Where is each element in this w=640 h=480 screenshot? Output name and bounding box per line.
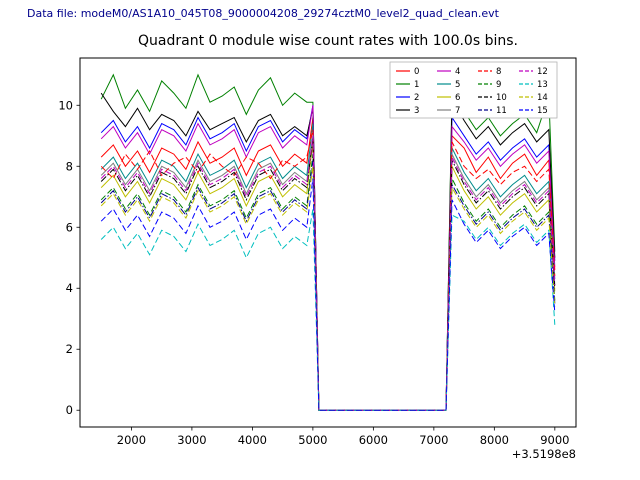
x-tick-label: 3000 (177, 433, 206, 447)
series-line-12 (100, 135, 556, 411)
x-tick-label: 5000 (298, 433, 327, 447)
legend-label: 6 (455, 93, 460, 103)
legend-label: 2 (414, 93, 419, 103)
legend-label: 13 (537, 80, 548, 90)
x-tick-label: 9000 (540, 433, 569, 447)
legend-label: 9 (496, 80, 501, 90)
legend-box (389, 61, 558, 119)
legend-label: 7 (455, 106, 460, 116)
chart-title: Quadrant 0 module wise count rates with … (138, 33, 518, 49)
legend-label: 12 (537, 67, 548, 77)
legend-label: 3 (414, 106, 419, 116)
series-line-4 (100, 105, 556, 411)
x-tick-label: 4000 (238, 433, 267, 447)
y-tick-label: 0 (66, 403, 73, 417)
y-tick-label: 6 (66, 220, 73, 234)
series-line-0 (100, 117, 556, 411)
legend-label: 8 (496, 67, 501, 77)
y-tick-label: 10 (58, 98, 73, 112)
legend-label: 1 (414, 80, 419, 90)
x-tick-label: 6000 (359, 433, 388, 447)
x-tick-label: 7000 (419, 433, 448, 447)
x-tick-label: 8000 (480, 433, 509, 447)
legend-label: 11 (496, 106, 507, 116)
y-tick-label: 2 (66, 342, 73, 356)
series-line-1 (100, 73, 556, 411)
axes-border (79, 57, 577, 428)
series-line-13 (100, 208, 556, 411)
y-tick-label: 8 (66, 159, 73, 173)
series-line-10 (100, 138, 556, 411)
x-tick-label: 2000 (117, 433, 146, 447)
legend-label: 5 (455, 80, 460, 90)
legend-label: 4 (455, 67, 460, 77)
legend-label: 14 (537, 93, 548, 103)
series-line-3 (100, 92, 556, 411)
series-line-15 (100, 178, 556, 411)
legend-label: 15 (537, 106, 548, 116)
series-line-8 (100, 129, 556, 411)
series-line-5 (100, 123, 556, 411)
series-line-7 (100, 135, 556, 411)
y-tick-label: 4 (66, 281, 73, 295)
series-line-2 (100, 105, 556, 411)
legend-label: 10 (496, 93, 507, 103)
series-line-14 (100, 166, 556, 411)
series-line-6 (100, 141, 556, 411)
series-line-11 (100, 160, 556, 411)
x-axis-offset-label: +3.5198e8 (511, 447, 576, 461)
data-file-label: Data file: modeM0/AS1A10_045T08_90000042… (27, 7, 499, 20)
series-line-9 (100, 154, 556, 411)
legend-label: 0 (414, 67, 419, 77)
